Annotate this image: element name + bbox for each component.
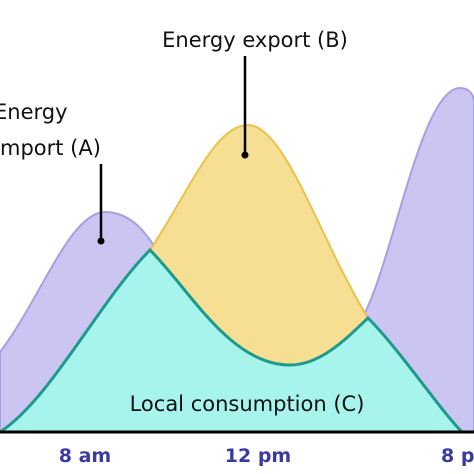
import-label: Energy xyxy=(0,100,68,124)
export-label: Energy export (B) xyxy=(162,28,348,52)
export-outline xyxy=(149,123,369,319)
consumption-area xyxy=(0,247,466,434)
export-dot xyxy=(241,151,249,159)
x-label: 8 p xyxy=(441,445,474,467)
consumption-label: Local consumption (C) xyxy=(130,392,365,416)
import-label: mport (A) xyxy=(0,136,101,160)
x-label: 8 am xyxy=(59,445,111,467)
import-dot xyxy=(97,237,105,245)
x-label: 12 pm xyxy=(225,445,291,467)
